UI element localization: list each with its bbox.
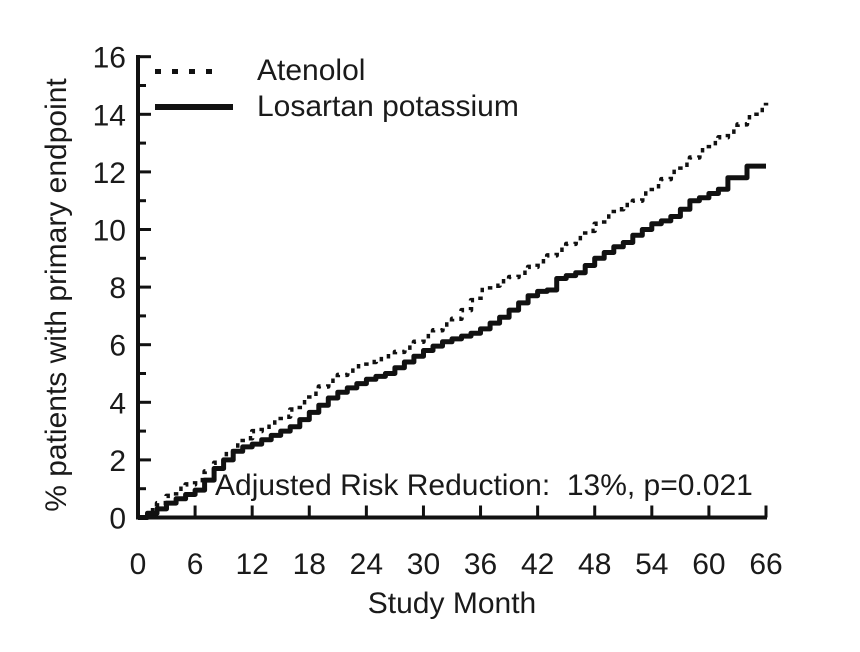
legend-label-losartan: Losartan potassium xyxy=(257,90,519,123)
y-tick-label: 16 xyxy=(93,42,126,75)
y-tick-label: 0 xyxy=(109,503,126,536)
y-axis-title: % patients with primary endpoint xyxy=(40,78,73,512)
legend: Atenolol Losartan potassium xyxy=(155,53,519,125)
x-tick-label: 18 xyxy=(293,548,326,581)
x-tick-label: 42 xyxy=(521,548,554,581)
axis-ticks xyxy=(136,55,768,519)
y-tick-label: 12 xyxy=(93,157,126,190)
y-tick-label: 4 xyxy=(109,387,126,420)
data-series xyxy=(138,102,769,520)
x-tick-label: 48 xyxy=(578,548,611,581)
y-tick-label: 8 xyxy=(109,272,126,305)
risk-reduction-annotation: Adjusted Risk Reduction: 13%, p=0.021 xyxy=(215,469,753,502)
legend-label-atenolol: Atenolol xyxy=(257,54,366,87)
dotted-line-sample xyxy=(155,68,219,74)
legend-item-atenolol: Atenolol xyxy=(155,53,519,89)
legend-sample-box xyxy=(155,68,233,74)
x-tick-label: 6 xyxy=(187,548,204,581)
x-tick-label: 30 xyxy=(407,548,440,581)
y-tick-label: 6 xyxy=(109,330,126,363)
x-tick-label: 0 xyxy=(130,548,147,581)
legend-item-losartan: Losartan potassium xyxy=(155,89,519,125)
y-tick-label: 10 xyxy=(93,215,126,248)
x-tick-label: 12 xyxy=(235,548,268,581)
x-tick-label: 60 xyxy=(692,548,725,581)
x-tick-label: 54 xyxy=(635,548,668,581)
series-line-losartan-potassium xyxy=(138,163,766,520)
x-tick-label: 24 xyxy=(350,548,383,581)
x-tick-label: 36 xyxy=(464,548,497,581)
y-tick-label: 2 xyxy=(109,445,126,478)
series-line-atenolol xyxy=(138,102,769,520)
legend-sample-box xyxy=(155,104,233,110)
solid-line-sample xyxy=(155,104,233,110)
y-tick-label: 14 xyxy=(93,99,126,132)
x-axis-title: Study Month xyxy=(367,587,537,620)
x-tick-label: 66 xyxy=(749,548,782,581)
